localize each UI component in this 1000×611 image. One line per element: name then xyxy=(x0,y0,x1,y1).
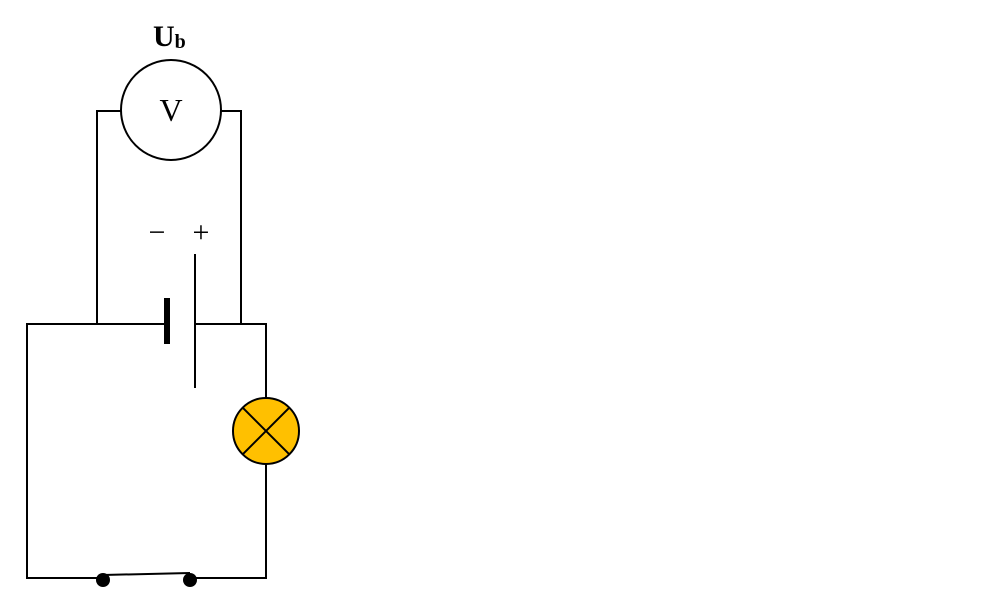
voltmeter-label: Ub xyxy=(153,20,186,53)
voltmeter-right-lead xyxy=(220,110,242,325)
right-lower-wire xyxy=(189,463,267,579)
battery-plus-sign: + xyxy=(193,216,210,249)
switch xyxy=(96,572,197,587)
top-right-wire xyxy=(194,323,267,399)
voltmeter-label-main: U xyxy=(153,20,175,53)
lamp-cross-2 xyxy=(241,406,291,456)
switch-contact-right xyxy=(183,573,197,587)
battery-minus-sign: − xyxy=(149,216,166,249)
switch-contact-left xyxy=(96,573,110,587)
voltmeter-left-lead xyxy=(96,110,122,325)
lamp xyxy=(232,397,300,465)
voltmeter-symbol: V xyxy=(159,92,182,128)
switch-lever xyxy=(102,572,191,576)
top-left-wire xyxy=(26,323,165,579)
voltmeter-label-subscript: b xyxy=(175,31,186,53)
